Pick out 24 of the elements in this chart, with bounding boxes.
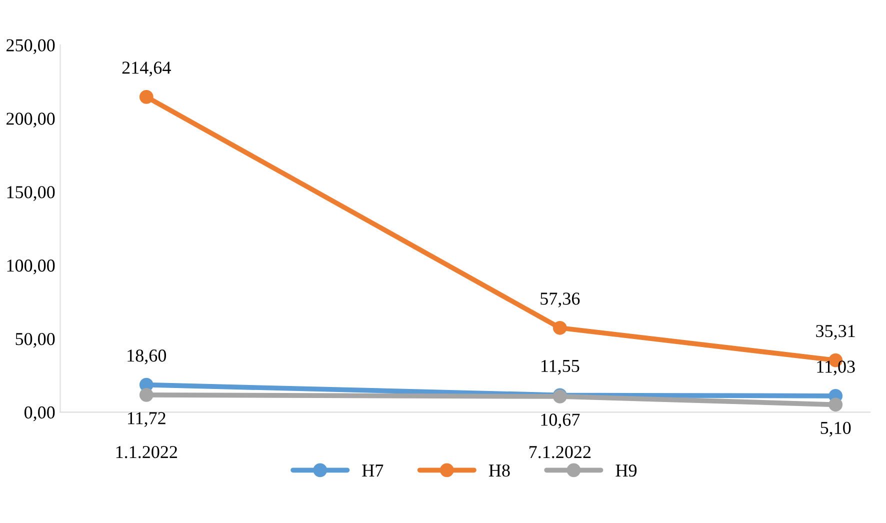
data-label: 11,72 bbox=[128, 412, 166, 427]
point bbox=[552, 320, 567, 335]
y-tick-label: 150,00 bbox=[7, 186, 55, 201]
x-tick-label: 7.1.2022 bbox=[530, 446, 591, 458]
legend-label: H8 bbox=[488, 464, 510, 477]
point bbox=[828, 398, 843, 412]
point bbox=[139, 388, 154, 402]
legend-label: H9 bbox=[616, 464, 637, 477]
y-tick-label: 0,00 bbox=[24, 406, 55, 422]
y-tick-label: 200,00 bbox=[6, 112, 55, 128]
y-tick-label: 50,00 bbox=[16, 332, 55, 348]
data-label: 214,64 bbox=[122, 62, 171, 76]
data-label: 10,67 bbox=[541, 414, 580, 428]
data-label: 11,55 bbox=[542, 360, 580, 375]
y-tick-label: 100,00 bbox=[7, 260, 55, 274]
y-tick-label: 250,00 bbox=[6, 39, 55, 54]
data-label: 5,10 bbox=[820, 422, 851, 437]
point bbox=[139, 90, 154, 104]
data-label: 11,03 bbox=[817, 360, 855, 376]
data-label: 18,60 bbox=[128, 350, 166, 364]
legend-label: H7 bbox=[362, 464, 384, 476]
data-label: 57,36 bbox=[540, 292, 580, 308]
x-tick-label: 1.1.2022 bbox=[116, 446, 177, 458]
data-label: 35,31 bbox=[816, 325, 855, 340]
